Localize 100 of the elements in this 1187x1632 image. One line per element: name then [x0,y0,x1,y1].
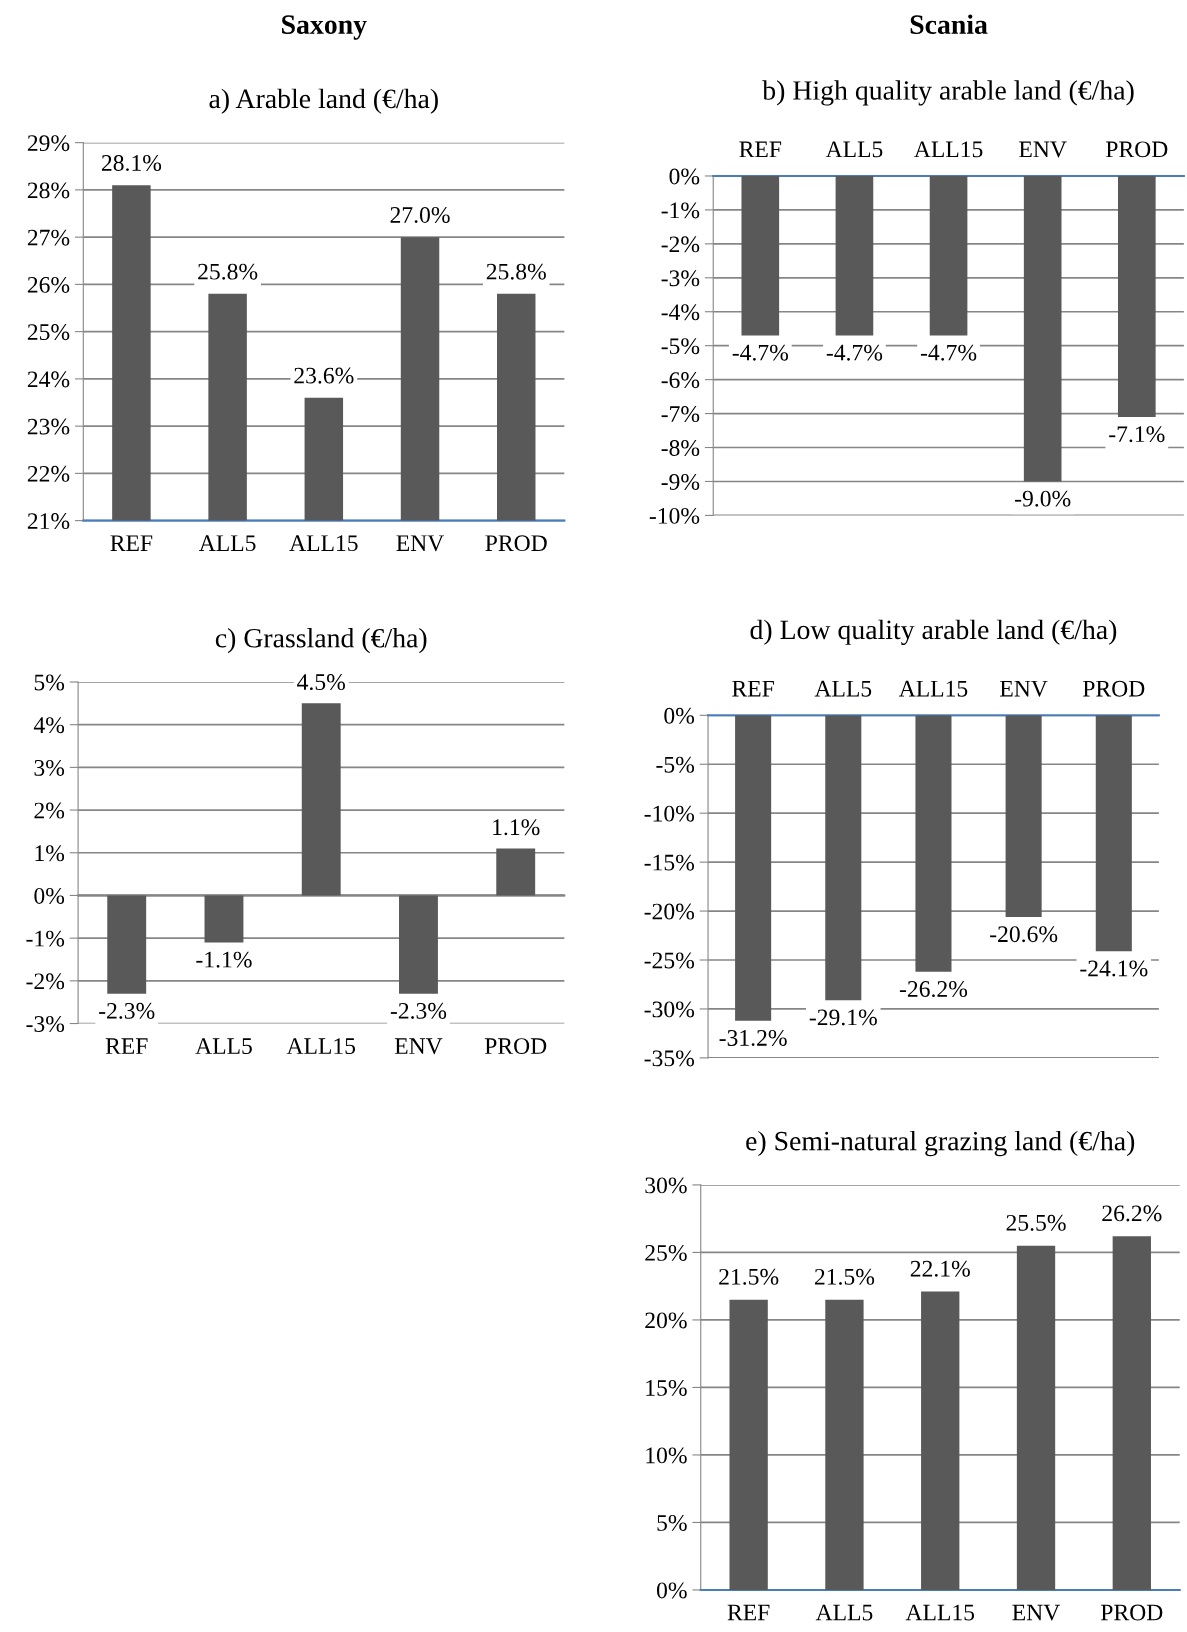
x-tick-label: ENV [394,1038,443,1055]
y-tick-label: 10% [646,1447,687,1464]
x-tick-label: PROD [1101,1604,1163,1621]
x-tick-label: REF [110,535,153,551]
data-label: -9.0% [1015,490,1071,507]
y-tick-label: 0% [669,168,700,185]
y-tick-label: 29% [27,135,70,152]
chart-title: b) High quality arable land (€/ha) [762,80,1134,106]
y-tick-label: 25% [27,324,70,341]
x-tick-label: ENV [1012,1604,1061,1621]
data-label: 21.5% [814,1268,875,1285]
x-tick-label: ENV [1019,141,1067,158]
data-label: 21.5% [719,1268,779,1285]
y-tick-label: -20% [644,903,695,920]
data-label: -7.1% [1109,426,1165,443]
y-tick-label: 2% [34,802,65,819]
x-tick-label: ENV [396,535,445,552]
bar [107,895,147,994]
data-label: 25.8% [198,263,258,280]
bar [301,703,341,896]
data-label: 27.0% [390,206,450,223]
y-tick-label: 20% [645,1312,687,1329]
y-tick-label: 22% [27,465,70,482]
x-tick-label: REF [727,1604,770,1621]
x-tick-label: ALL15 [286,1038,356,1055]
data-label: -20.6% [990,926,1058,943]
y-tick-label: -1% [26,930,65,947]
y-tick-label: 15% [646,1379,687,1396]
y-tick-label: 0% [34,887,65,904]
y-tick-label: 21% [27,513,70,530]
data-label: -4.7% [732,344,789,361]
x-tick-label: PROD [1106,141,1168,158]
y-tick-label: -15% [644,854,695,871]
bar [825,1299,864,1590]
y-tick-label: 4% [33,717,65,734]
data-label: -2.3% [99,1002,155,1019]
y-tick-label: 28% [27,182,70,199]
data-label: 1.1% [493,819,540,836]
y-tick-label: -3% [661,270,700,287]
x-tick-label: ALL15 [905,1604,975,1621]
y-tick-label: 24% [27,371,70,388]
y-tick-label: 0% [656,1582,687,1599]
y-tick-label: -30% [644,1001,695,1018]
y-tick-label: 27% [27,229,70,246]
text: Saxony [282,15,367,40]
text: Scania [910,14,988,35]
y-tick-label: -9% [661,473,700,490]
data-label: 23.6% [294,367,354,384]
data-label: 25.5% [1006,1214,1066,1231]
x-tick-label: ALL5 [195,1038,252,1055]
y-tick-label: -4% [661,304,700,321]
x-tick-label: REF [732,680,774,697]
chart-title: a) Arable land (€/ha) [209,88,438,114]
data-label: -31.2% [719,1029,787,1046]
data-label: 4.5% [297,674,346,691]
data-label: -4.7% [920,344,977,361]
y-tick-label: -3% [26,1016,65,1033]
bar [729,1299,768,1590]
y-tick-label: 0% [664,707,695,724]
x-tick-label: PROD [1082,680,1145,697]
bar [496,848,536,896]
x-tick-label: REF [739,141,782,158]
y-tick-label: -6% [661,372,700,389]
bar [921,1291,960,1590]
y-tick-label: 5% [657,1514,687,1531]
chart-title: d) Low quality arable land (€/ha) [750,619,1117,645]
x-tick-label: ALL5 [825,141,883,158]
data-label: -29.1% [809,1009,877,1026]
x-tick-label: PROD [484,1038,547,1055]
chart-title: e) Semi-natural grazing land (€/ha) [746,1130,1135,1157]
y-tick-label: -35% [644,1050,695,1067]
y-tick-label: -7% [661,406,700,423]
x-tick-label: ENV [1000,680,1048,697]
y-tick-label: 23% [27,418,70,435]
x-tick-label: PROD [485,535,547,552]
y-tick-label: 26% [27,276,70,293]
x-tick-label: REF [105,1038,148,1054]
y-tick-label: 3% [34,759,65,776]
y-tick-label: -2% [661,236,700,253]
y-tick-label: 30% [645,1177,687,1194]
bar [204,895,244,943]
x-tick-label: ALL5 [815,1604,873,1621]
x-tick-label: ALL15 [914,141,983,158]
y-tick-label: -2% [26,973,65,990]
y-tick-label: -10% [649,507,700,524]
y-tick-label: -25% [644,952,695,969]
data-label: 26.2% [1102,1205,1162,1222]
y-tick-label: -5% [661,338,700,355]
data-label: -26.2% [899,981,968,998]
data-label: 22.1% [910,1260,970,1277]
x-tick-label: ALL5 [814,680,872,697]
data-label: 28.1% [101,154,162,172]
x-tick-label: ALL15 [898,680,968,697]
data-label: -24.1% [1080,960,1148,977]
y-tick-label: 5% [34,674,65,691]
y-tick-label: 1% [35,845,65,862]
data-label: -2.3% [390,1002,447,1019]
y-tick-label: -5% [656,756,695,773]
y-tick-label: 25% [645,1244,687,1261]
y-tick-label: -1% [661,202,700,219]
